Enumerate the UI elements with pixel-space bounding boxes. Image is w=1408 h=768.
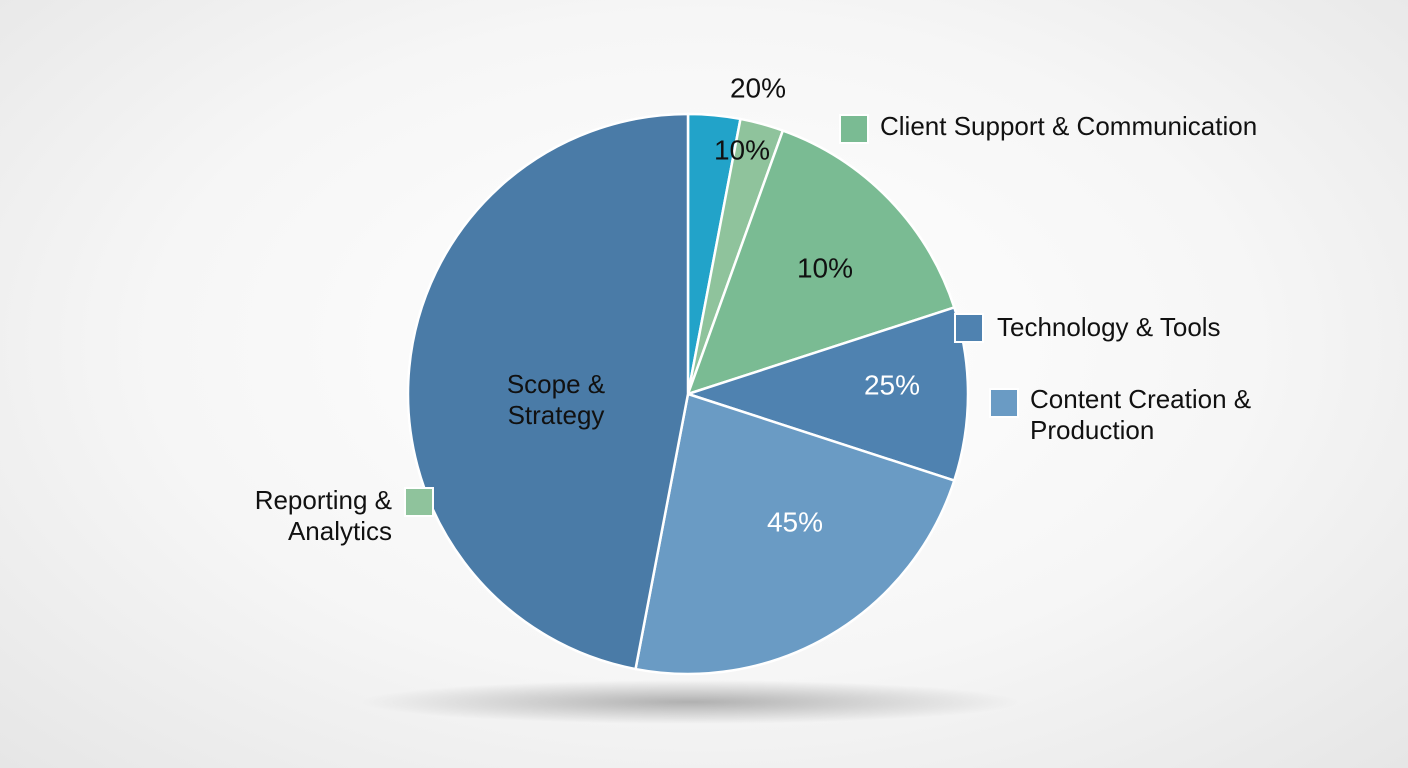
- legend-swatch: [839, 114, 869, 144]
- legend-label: Content Creation & Production: [1030, 384, 1252, 445]
- legend-label: Client Support & Communication: [880, 111, 1258, 141]
- annotation: 45%: [767, 506, 823, 537]
- legend-label: Reporting & Analytics: [254, 485, 392, 546]
- annotation: 25%: [864, 369, 920, 400]
- legend-swatch: [989, 388, 1019, 418]
- shadow: [360, 680, 1020, 724]
- pie-slice: [406, 112, 690, 671]
- legend-swatch: [954, 313, 984, 343]
- annotation: 20%: [730, 72, 786, 103]
- slice-label: Scope & Strategy: [506, 369, 606, 430]
- legend-swatch: [404, 487, 434, 517]
- annotation: 10%: [714, 134, 770, 165]
- legend-label: Technology & Tools: [997, 312, 1221, 342]
- annotation: 10%: [797, 252, 853, 283]
- pie-slice: [634, 392, 956, 676]
